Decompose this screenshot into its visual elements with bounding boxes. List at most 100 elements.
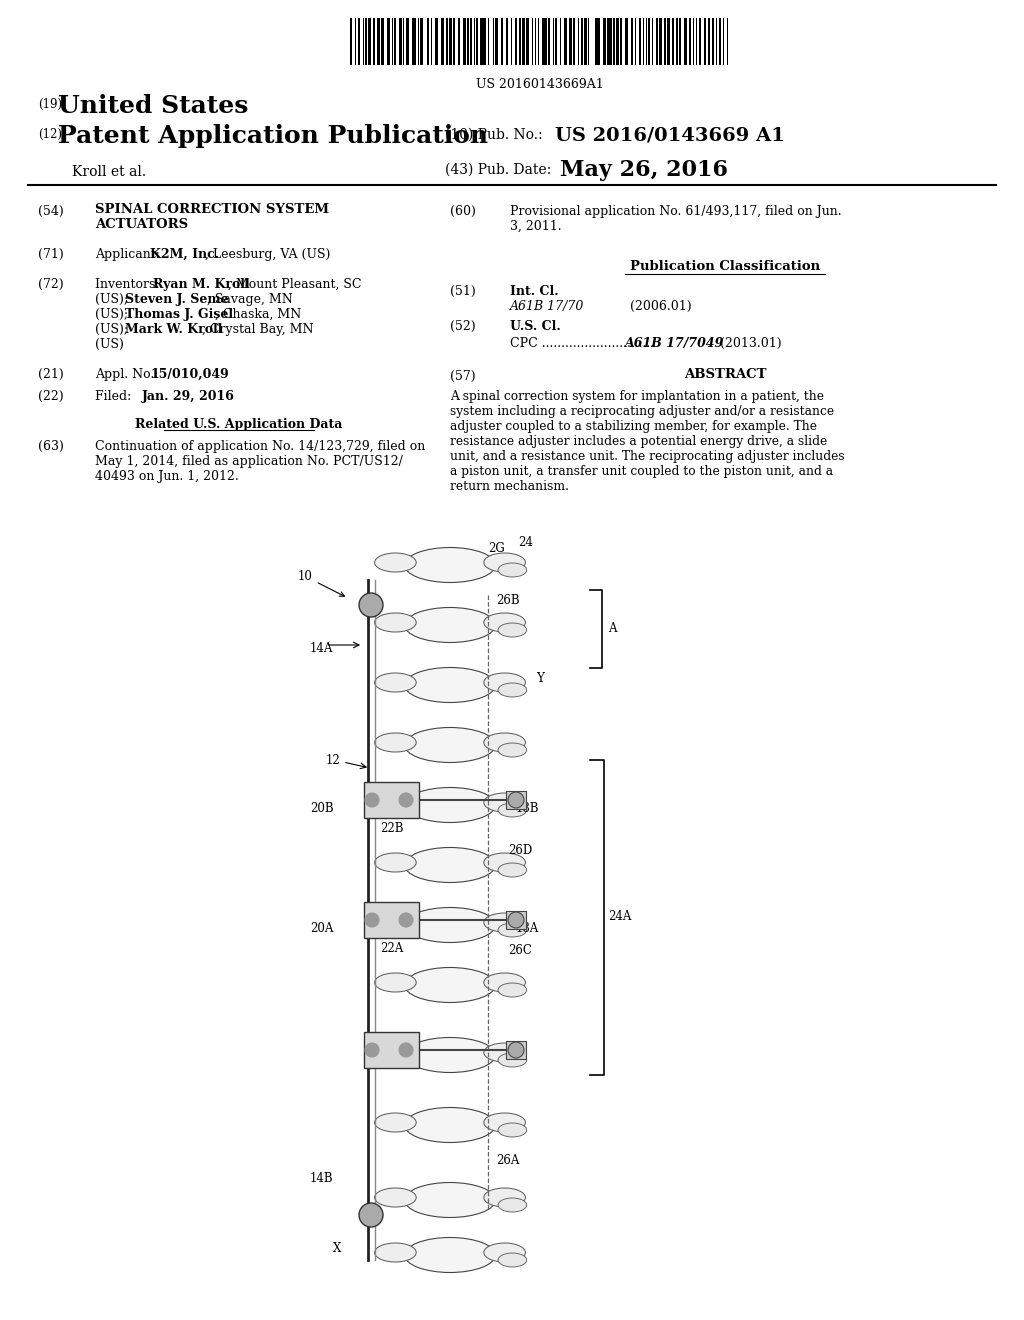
Bar <box>613 18 615 65</box>
Bar <box>350 18 352 65</box>
Text: 14A: 14A <box>310 642 334 655</box>
Ellipse shape <box>404 1183 496 1217</box>
Ellipse shape <box>483 733 525 752</box>
Ellipse shape <box>483 973 525 993</box>
Text: return mechanism.: return mechanism. <box>450 480 569 492</box>
Ellipse shape <box>483 673 525 692</box>
Text: Continuation of application No. 14/123,729, filed on: Continuation of application No. 14/123,7… <box>95 440 425 453</box>
Bar <box>639 18 641 65</box>
Circle shape <box>365 793 379 807</box>
Text: Y: Y <box>536 672 544 685</box>
Bar <box>658 18 662 65</box>
Text: system including a reciprocating adjuster and/or a resistance: system including a reciprocating adjuste… <box>450 405 835 418</box>
Text: (US);: (US); <box>95 323 132 337</box>
Ellipse shape <box>498 1253 526 1267</box>
Bar <box>487 18 489 65</box>
Circle shape <box>508 1041 524 1059</box>
Bar <box>453 18 456 65</box>
Bar <box>719 18 721 65</box>
Bar <box>364 781 419 818</box>
Bar <box>435 18 438 65</box>
Ellipse shape <box>498 803 526 817</box>
Ellipse shape <box>483 1188 525 1206</box>
Circle shape <box>359 1203 383 1228</box>
Bar <box>563 18 566 65</box>
Ellipse shape <box>375 1243 416 1262</box>
Bar <box>723 18 724 65</box>
Ellipse shape <box>375 673 416 692</box>
Ellipse shape <box>483 913 525 932</box>
Text: 24A: 24A <box>608 911 632 924</box>
Text: May 26, 2016: May 26, 2016 <box>560 158 728 181</box>
Text: , Mount Pleasant, SC: , Mount Pleasant, SC <box>228 279 361 290</box>
Bar <box>615 18 618 65</box>
Bar <box>526 18 529 65</box>
Ellipse shape <box>375 1188 416 1206</box>
Bar <box>620 18 623 65</box>
Bar <box>414 18 417 65</box>
Ellipse shape <box>404 1107 496 1143</box>
Bar <box>476 18 478 65</box>
Ellipse shape <box>498 983 526 997</box>
Ellipse shape <box>498 1123 526 1137</box>
Text: (2006.01): (2006.01) <box>630 300 691 313</box>
Circle shape <box>399 1043 413 1057</box>
Bar <box>581 18 584 65</box>
Bar <box>597 18 600 65</box>
Text: (19): (19) <box>38 98 62 111</box>
Bar <box>467 18 469 65</box>
Bar <box>441 18 444 65</box>
Text: A61B 17/70: A61B 17/70 <box>510 300 585 313</box>
Ellipse shape <box>404 607 496 643</box>
Ellipse shape <box>498 923 526 937</box>
Bar <box>648 18 650 65</box>
Text: A spinal correction system for implantation in a patient, the: A spinal correction system for implantat… <box>450 389 824 403</box>
Text: Kroll et al.: Kroll et al. <box>72 165 146 180</box>
Circle shape <box>508 792 524 808</box>
Bar <box>377 18 380 65</box>
Bar <box>584 18 587 65</box>
Text: (63): (63) <box>38 440 63 453</box>
Bar <box>369 18 371 65</box>
Text: 26D: 26D <box>508 843 532 857</box>
Bar <box>403 18 404 65</box>
Bar <box>603 18 606 65</box>
Bar <box>543 18 544 65</box>
Text: 14B: 14B <box>310 1172 334 1184</box>
Bar <box>394 18 395 65</box>
Text: 3, 2011.: 3, 2011. <box>510 220 561 234</box>
Bar <box>364 1032 419 1068</box>
Text: 15/010,049: 15/010,049 <box>150 368 228 381</box>
Bar <box>712 18 714 65</box>
Bar <box>387 18 390 65</box>
Bar <box>705 18 706 65</box>
Text: 26A: 26A <box>496 1154 519 1167</box>
Text: (52): (52) <box>450 319 475 333</box>
Text: 18B: 18B <box>516 801 540 814</box>
Text: Jan. 29, 2016: Jan. 29, 2016 <box>142 389 234 403</box>
Text: (US);: (US); <box>95 308 132 321</box>
Text: Thomas J. Gisel: Thomas J. Gisel <box>125 308 233 321</box>
Text: A61B 17/7049: A61B 17/7049 <box>625 337 724 350</box>
Bar <box>418 18 419 65</box>
Circle shape <box>399 793 413 807</box>
Ellipse shape <box>404 727 496 763</box>
Ellipse shape <box>404 908 496 942</box>
Ellipse shape <box>483 853 525 873</box>
Text: (12): (12) <box>38 128 62 141</box>
Text: unit, and a resistance unit. The reciprocating adjuster includes: unit, and a resistance unit. The recipro… <box>450 450 845 463</box>
Bar <box>560 18 561 65</box>
Bar <box>667 18 670 65</box>
Ellipse shape <box>404 548 496 582</box>
Text: 26C: 26C <box>508 944 531 957</box>
Bar <box>555 18 557 65</box>
Bar <box>626 18 629 65</box>
Bar <box>392 18 393 65</box>
Bar <box>373 18 375 65</box>
Ellipse shape <box>375 793 416 812</box>
Bar <box>672 18 674 65</box>
Text: , Chaska, MN: , Chaska, MN <box>215 308 301 321</box>
Bar <box>588 18 590 65</box>
Text: (54): (54) <box>38 205 63 218</box>
Bar <box>381 18 384 65</box>
